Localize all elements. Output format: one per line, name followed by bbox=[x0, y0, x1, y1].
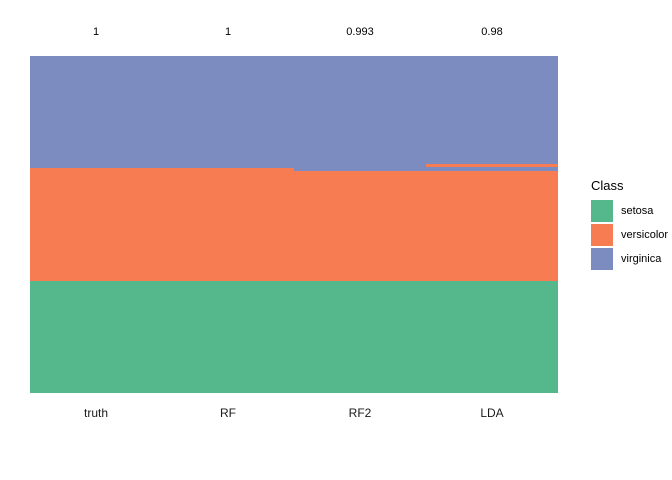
segment-versicolor bbox=[294, 170, 426, 281]
x-axis-label-rf: RF bbox=[220, 406, 236, 420]
legend-label-versicolor: versicolor bbox=[621, 229, 669, 241]
x-axis-label-truth: truth bbox=[83, 406, 108, 420]
segment-virginica bbox=[162, 56, 294, 169]
accuracy-label-lda: 0.98 bbox=[481, 26, 503, 38]
accuracy-label-rf: 1 bbox=[224, 26, 232, 38]
segment-virginica bbox=[30, 56, 162, 169]
segment-setosa bbox=[162, 280, 294, 393]
column-truth bbox=[30, 56, 162, 393]
column-LDA bbox=[426, 56, 558, 393]
accuracy-label-truth: 1 bbox=[92, 26, 100, 38]
segment-setosa bbox=[294, 280, 426, 393]
accuracy-row: 1 1 0.993 0.98 bbox=[30, 26, 558, 38]
segment-versicolor bbox=[30, 168, 162, 281]
legend: Class setosa versicolor virginica bbox=[591, 178, 668, 272]
x-axis-labels: truth RF RF2 LDA bbox=[30, 406, 558, 420]
segment-setosa bbox=[30, 280, 162, 393]
segment-virginica bbox=[426, 56, 558, 164]
segment-setosa bbox=[426, 280, 558, 393]
legend-swatch-virginica bbox=[591, 248, 613, 270]
legend-entry-setosa: setosa bbox=[591, 200, 668, 222]
legend-title: Class bbox=[591, 178, 624, 193]
legend-entry-versicolor: versicolor bbox=[591, 224, 668, 246]
x-axis-label-lda: LDA bbox=[480, 406, 504, 420]
legend-label-virginica: virginica bbox=[621, 253, 662, 265]
segment-versicolor bbox=[162, 168, 294, 281]
accuracy-label-rf2: 0.993 bbox=[346, 26, 374, 38]
column-RF2 bbox=[294, 56, 426, 393]
legend-swatch-setosa bbox=[591, 200, 613, 222]
column-RF bbox=[162, 56, 294, 393]
segment-versicolor bbox=[426, 164, 558, 167]
plot-area bbox=[30, 56, 558, 393]
segment-virginica bbox=[426, 166, 558, 171]
legend-swatch-versicolor bbox=[591, 224, 613, 246]
legend-label-setosa: setosa bbox=[621, 205, 654, 217]
x-axis-label-rf2: RF2 bbox=[348, 406, 372, 420]
legend-entry-virginica: virginica bbox=[591, 248, 668, 270]
segment-virginica bbox=[294, 56, 426, 171]
segment-versicolor bbox=[426, 170, 558, 281]
